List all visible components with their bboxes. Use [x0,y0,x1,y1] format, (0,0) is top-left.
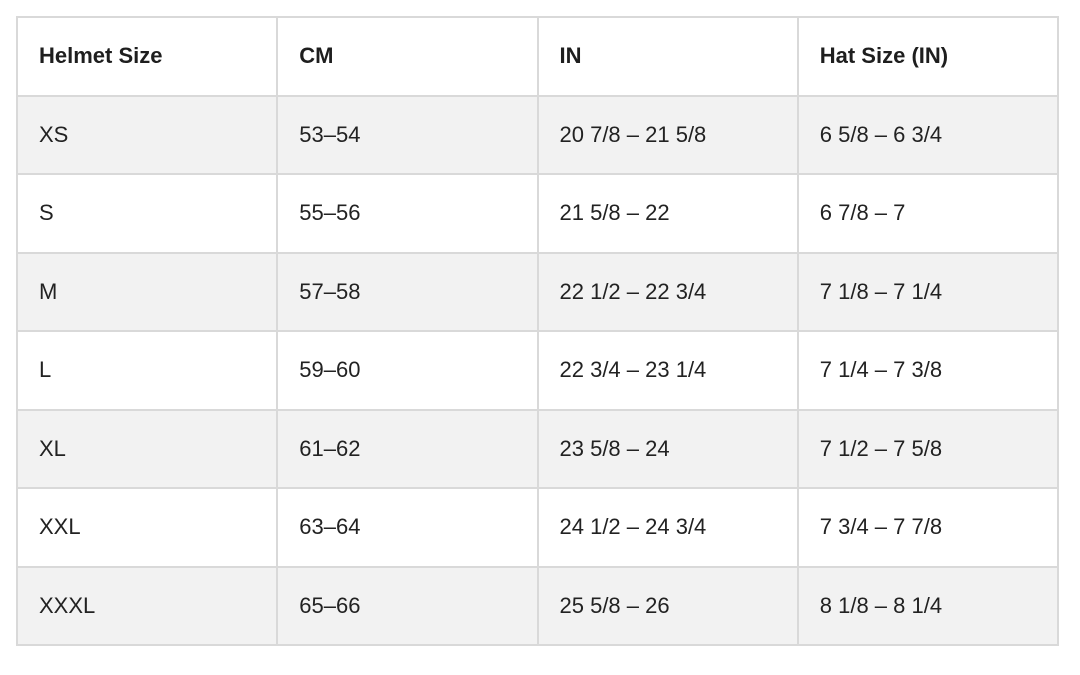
table-row: XS 53–54 20 7/8 – 21 5/8 6 5/8 – 6 3/4 [15,94,1060,175]
cell-in: 22 3/4 – 23 1/4 [536,330,799,411]
cell-helmet-size: XL [15,408,279,489]
cell-cm: 61–62 [276,408,539,489]
table-row: M 57–58 22 1/2 – 22 3/4 7 1/8 – 7 1/4 [15,251,1060,332]
cell-hat-size: 7 1/8 – 7 1/4 [796,251,1060,332]
cell-cm: 65–66 [276,565,539,646]
cell-hat-size: 7 3/4 – 7 7/8 [796,487,1060,568]
cell-hat-size: 7 1/2 – 7 5/8 [796,408,1060,489]
table-row: S 55–56 21 5/8 – 22 6 7/8 – 7 [15,173,1060,254]
header-cm: CM [276,16,539,97]
cell-cm: 53–54 [276,94,539,175]
cell-hat-size: 6 5/8 – 6 3/4 [796,94,1060,175]
cell-cm: 59–60 [276,330,539,411]
cell-helmet-size: M [15,251,279,332]
table-row: L 59–60 22 3/4 – 23 1/4 7 1/4 – 7 3/8 [15,330,1060,411]
header-in: IN [536,16,799,97]
cell-helmet-size: S [15,173,279,254]
header-helmet-size: Helmet Size [15,16,279,97]
cell-hat-size: 7 1/4 – 7 3/8 [796,330,1060,411]
cell-hat-size: 8 1/8 – 8 1/4 [796,565,1060,646]
cell-in: 20 7/8 – 21 5/8 [536,94,799,175]
cell-in: 23 5/8 – 24 [536,408,799,489]
table-row: XXL 63–64 24 1/2 – 24 3/4 7 3/4 – 7 7/8 [15,487,1060,568]
header-hat-size: Hat Size (IN) [796,16,1060,97]
cell-helmet-size: L [15,330,279,411]
cell-cm: 57–58 [276,251,539,332]
cell-in: 22 1/2 – 22 3/4 [536,251,799,332]
cell-cm: 63–64 [276,487,539,568]
cell-helmet-size: XS [15,94,279,175]
cell-in: 21 5/8 – 22 [536,173,799,254]
table-row: XXXL 65–66 25 5/8 – 26 8 1/8 – 8 1/4 [15,565,1060,646]
table-row: XL 61–62 23 5/8 – 24 7 1/2 – 7 5/8 [15,408,1060,489]
cell-helmet-size: XXXL [15,565,279,646]
cell-helmet-size: XXL [15,487,279,568]
helmet-size-table: Helmet Size CM IN Hat Size (IN) XS 53–54 2… [15,16,1060,646]
cell-in: 24 1/2 – 24 3/4 [536,487,799,568]
cell-in: 25 5/8 – 26 [536,565,799,646]
cell-hat-size: 6 7/8 – 7 [796,173,1060,254]
table-header-row: Helmet Size CM IN Hat Size (IN) [15,16,1060,97]
cell-cm: 55–56 [276,173,539,254]
